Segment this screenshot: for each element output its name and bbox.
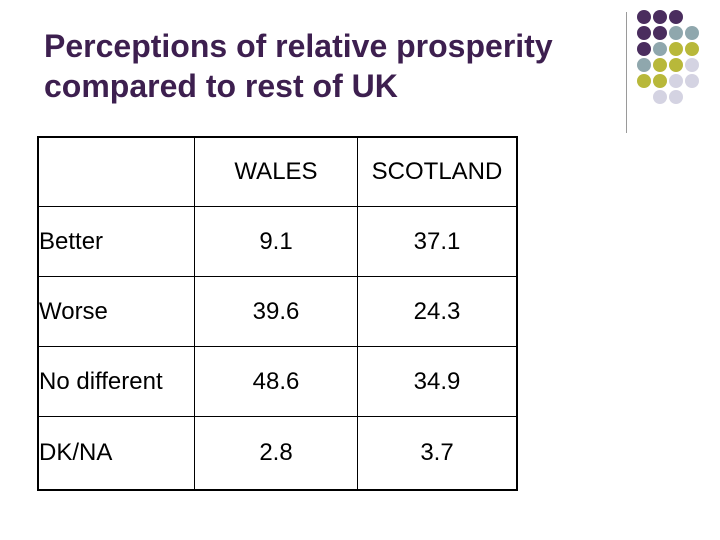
decorative-dot [685, 42, 699, 56]
row-label: DK/NA [38, 416, 195, 490]
decorative-dot [685, 74, 699, 88]
decorative-dot [653, 58, 667, 72]
decorative-dot [685, 26, 699, 40]
table-header-row: WALES SCOTLAND [38, 137, 517, 207]
row-label: Worse [38, 276, 195, 347]
decorative-dot [637, 58, 651, 72]
scotland-value: 24.3 [357, 276, 517, 347]
decorative-dot [669, 42, 683, 56]
decorative-dot [637, 74, 651, 88]
decorative-dot [637, 26, 651, 40]
scotland-value: 34.9 [357, 346, 517, 417]
table-row: DK/NA 2.8 3.7 [38, 416, 517, 490]
scotland-value: 37.1 [357, 206, 517, 277]
decorative-dot [669, 74, 683, 88]
wales-value: 48.6 [194, 346, 358, 417]
decorative-dot [653, 74, 667, 88]
decorative-dot [653, 42, 667, 56]
slide-title: Perceptions of relative prosperity compa… [44, 28, 553, 104]
prosperity-table: WALES SCOTLAND Better 9.1 37.1 Worse 39.… [37, 136, 518, 491]
wales-value: 39.6 [194, 276, 358, 347]
table-row: Better 9.1 37.1 [38, 206, 517, 277]
decorative-dot [669, 58, 683, 72]
decorative-dot [653, 90, 667, 104]
row-label: Better [38, 206, 195, 277]
decorative-dot [669, 10, 683, 24]
decorative-dot [669, 26, 683, 40]
row-label: No different [38, 346, 195, 417]
decorative-dot [637, 10, 651, 24]
wales-value: 2.8 [194, 416, 358, 490]
table-row: Worse 39.6 24.3 [38, 276, 517, 347]
scotland-value: 3.7 [420, 439, 454, 466]
decorative-dot [637, 42, 651, 56]
header-corner-cell [38, 137, 195, 207]
decorative-dot [653, 26, 667, 40]
divider-line [626, 12, 627, 133]
decorative-dot [685, 58, 699, 72]
decorative-dot [669, 90, 683, 104]
table-row: No different 48.6 34.9 [38, 346, 517, 417]
wales-value: 9.1 [194, 206, 358, 277]
header-wales: WALES [194, 137, 358, 207]
header-scotland: SCOTLAND [357, 137, 517, 207]
decorative-dot [653, 10, 667, 24]
